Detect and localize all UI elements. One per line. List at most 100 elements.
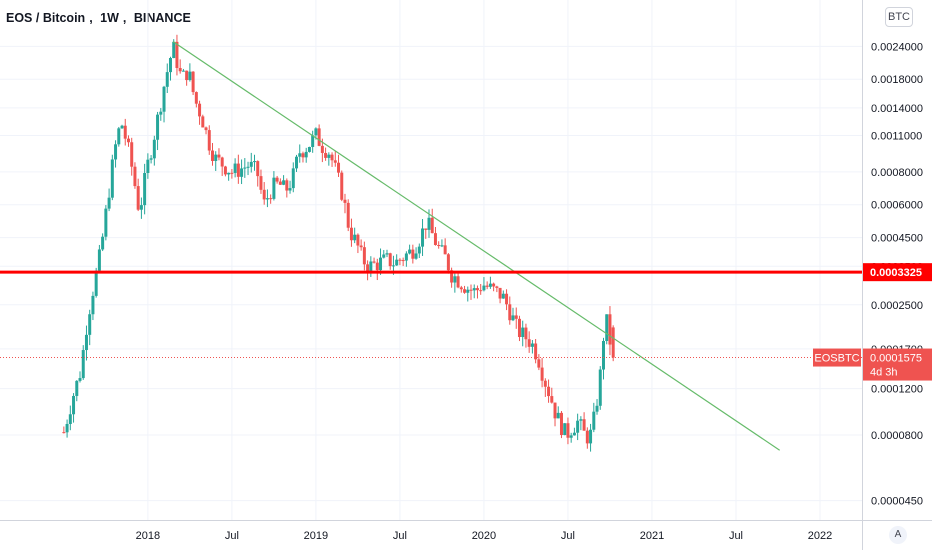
candle-body: [288, 188, 292, 191]
candle-body: [337, 162, 341, 173]
candle-body: [227, 172, 231, 175]
candle-body: [404, 253, 408, 261]
candle-body: [346, 202, 350, 228]
candle-body: [72, 395, 76, 415]
candle-body: [466, 289, 470, 293]
symbol-badge-label: EOSBTC: [814, 353, 859, 365]
candle-body: [265, 198, 269, 200]
candle-body: [165, 72, 169, 87]
candle-body: [375, 262, 379, 271]
candle-body: [201, 116, 205, 128]
candle-body: [427, 217, 431, 230]
candle-body: [547, 386, 551, 397]
candle-body: [275, 177, 279, 182]
candle-body: [207, 130, 211, 151]
candle-body: [362, 247, 366, 265]
candle-body: [314, 128, 318, 136]
candle-body: [259, 176, 263, 190]
candle-body: [149, 158, 153, 160]
y-tick-label: 0.0000450: [871, 496, 923, 508]
candle-body: [498, 287, 502, 299]
candle-body: [68, 414, 72, 424]
candle-body: [450, 270, 454, 283]
candle-body: [408, 249, 412, 254]
candle-body: [159, 111, 163, 115]
candle-body: [126, 138, 130, 143]
candle-body: [524, 327, 528, 340]
interval-label: 1W: [100, 11, 119, 25]
candle-body: [139, 205, 143, 210]
candle-body: [333, 160, 337, 163]
x-tick-label: 2018: [136, 530, 160, 542]
candle-body: [482, 285, 486, 291]
candle-body: [456, 276, 460, 288]
candle-body: [136, 186, 140, 210]
candle-body: [517, 318, 521, 338]
candle-body: [369, 261, 373, 272]
candle-body: [601, 340, 605, 370]
candle-body: [366, 264, 370, 272]
y-tick-label: 0.0018000: [871, 74, 923, 86]
candle-body: [353, 234, 357, 241]
y-tick-label: 0.0006000: [871, 200, 923, 212]
candle-body: [501, 293, 505, 299]
auto-scale-button[interactable]: A: [889, 526, 907, 544]
candle-body: [508, 304, 512, 321]
candle-body: [463, 289, 467, 293]
candle-body: [120, 125, 124, 129]
candle-body: [223, 166, 227, 175]
candle-body: [472, 288, 476, 291]
candle-body: [301, 153, 305, 158]
candle-body: [91, 295, 95, 315]
x-tick-label: Jul: [393, 530, 407, 542]
candle-body: [566, 423, 570, 438]
candle-body: [540, 367, 544, 381]
x-tick-label: 2019: [304, 530, 328, 542]
y-tick-label: 0.0008000: [871, 167, 923, 179]
candle-body: [534, 343, 538, 360]
candle-body: [191, 71, 195, 93]
candle-body: [94, 270, 98, 296]
candle-body: [185, 70, 189, 81]
candle-body: [572, 432, 576, 436]
candle-body: [240, 168, 244, 177]
candle-body: [88, 314, 92, 335]
candle-body: [253, 161, 257, 163]
candle-body: [556, 412, 560, 419]
candle-body: [62, 432, 66, 434]
candle-body: [78, 378, 82, 381]
x-tick-label: Jul: [225, 530, 239, 542]
candle-body: [262, 189, 266, 200]
candle-body: [372, 261, 376, 263]
candle-body: [579, 419, 583, 421]
candle-body: [453, 276, 457, 283]
candle-body: [430, 217, 434, 234]
candle-body: [307, 146, 311, 152]
candle-body: [101, 236, 105, 250]
candle-body: [446, 254, 450, 271]
candle-body: [398, 259, 402, 261]
candle-body: [514, 315, 518, 319]
candle-body: [133, 166, 137, 187]
y-tick-label: 0.0002500: [871, 300, 923, 312]
candle-body: [608, 314, 612, 345]
candle-body: [443, 245, 447, 255]
candle-body: [75, 380, 79, 396]
candle-body: [236, 163, 240, 177]
candle-body: [272, 177, 276, 199]
currency-badge[interactable]: BTC: [885, 7, 913, 27]
current-price-value: 0.0001575: [870, 353, 922, 365]
candle-body: [349, 227, 353, 241]
candle-body: [97, 249, 101, 271]
candle-body: [495, 286, 499, 288]
candle-body: [475, 288, 479, 291]
candle-body: [110, 159, 114, 198]
candle-body: [592, 411, 596, 430]
candle-body: [550, 396, 554, 403]
candle-body: [282, 180, 286, 185]
y-tick-label: 0.0024000: [871, 41, 923, 53]
candle-body: [379, 257, 383, 271]
candle-body: [178, 67, 182, 72]
candle-body: [598, 369, 602, 406]
